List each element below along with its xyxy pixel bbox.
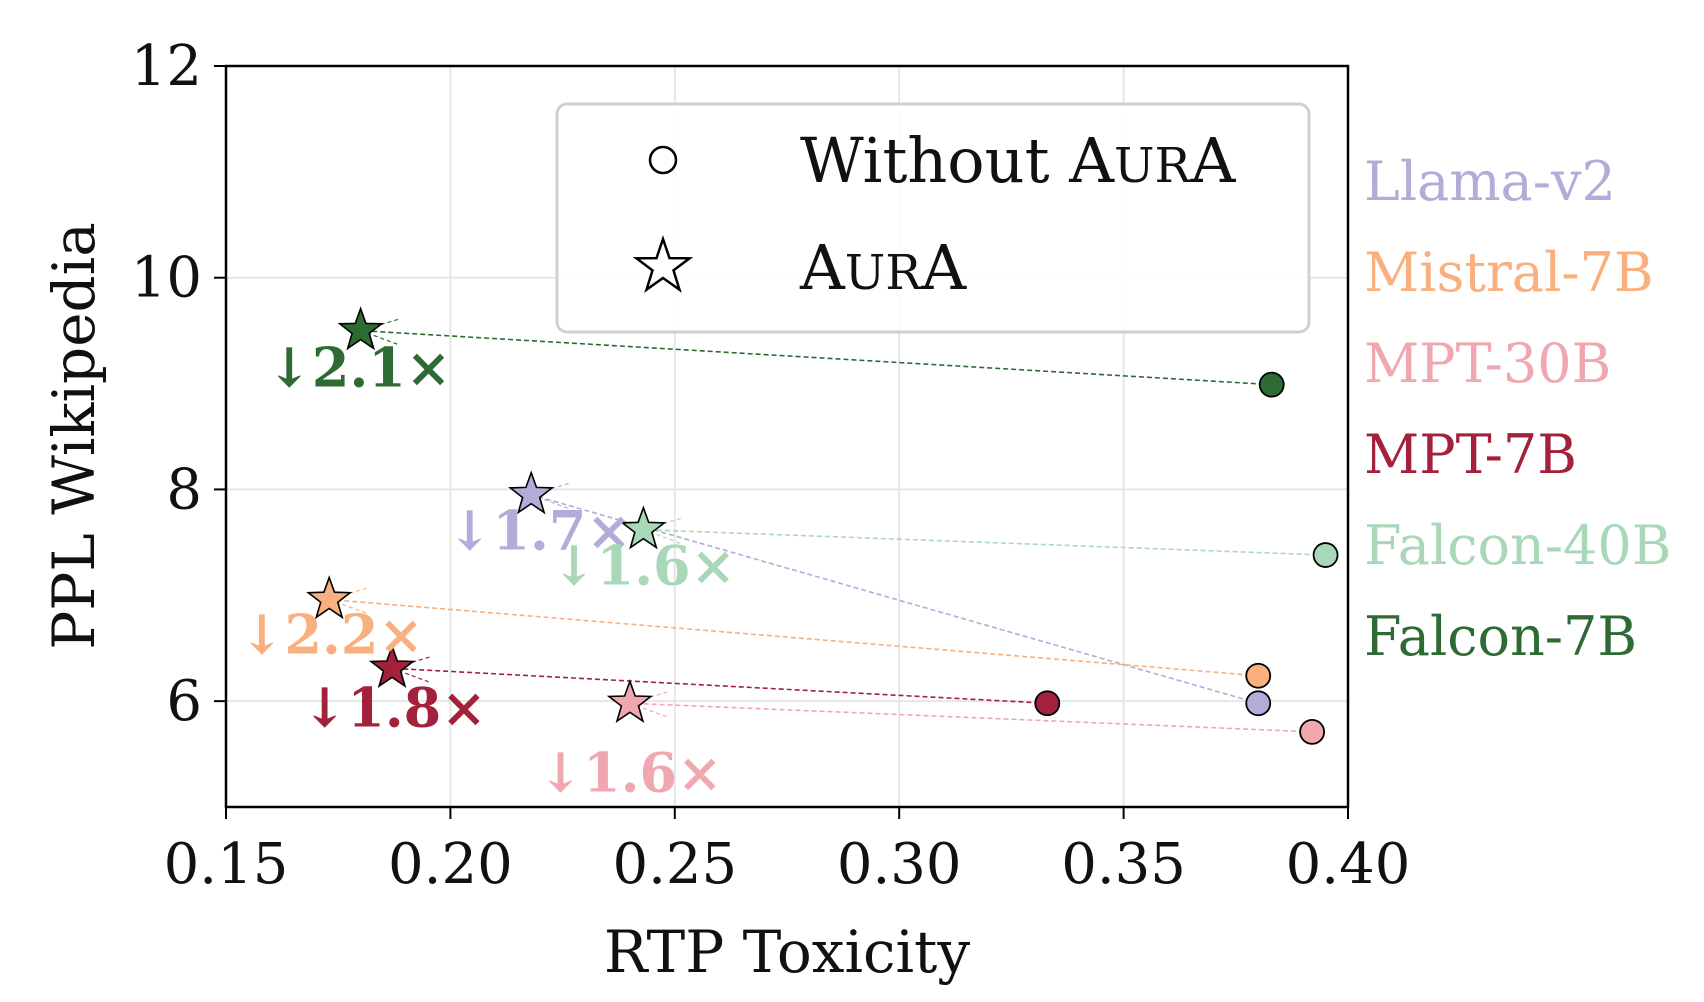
legend-label: Without AURA (800, 124, 1237, 197)
point-with-llama-v2 (508, 470, 555, 515)
y-tick-label: 6 (166, 669, 202, 734)
y-axis-label: PPL Wikipedia (40, 222, 108, 650)
legend-label-part: UR (1114, 138, 1192, 194)
legend-star-marker (632, 235, 694, 293)
legend-label-part: UR (845, 245, 923, 301)
ratio-label-mpt-30b: ↓1.6× (538, 740, 722, 804)
plot-area-frame (224, 64, 1350, 809)
x-tick-label: 0.25 (612, 832, 737, 897)
model-labels: Llama-v2 Mistral-7B MPT-30B MPT-7B Falcon-40… (1364, 150, 1671, 668)
point-with-mistral-7b (306, 575, 353, 620)
connector-llama-v2 (530, 493, 1259, 705)
x-axis-label: RTP Toxicity (604, 918, 971, 986)
y-tick-label: 12 (131, 34, 202, 99)
point-without-llama-v2 (1245, 690, 1272, 717)
legend-label-part: A (1190, 124, 1237, 197)
point-with-falcon-40b (620, 505, 667, 550)
ratio-label-mistral-7b: ↓2.2× (239, 603, 423, 667)
legend-label-part: A (920, 231, 967, 304)
legend-label-part: A (1068, 124, 1115, 197)
model-label-mpt-7b: MPT-7B (1364, 423, 1577, 486)
model-label-mpt-30b: MPT-30B (1364, 332, 1611, 395)
x-tick-label: 0.20 (388, 832, 513, 897)
point-without-mpt-30b (1299, 718, 1325, 745)
ratio-label-falcon-7b: ↓2.1× (267, 336, 451, 400)
ratio-labels: ↓1.7× ↓2.2× ↓1.6× ↓1.8× ↓1.6× ↓2.1× (239, 336, 736, 805)
point-without-mpt-7b (1034, 690, 1061, 717)
point-without-falcon-7b (1258, 371, 1285, 398)
y-tick-label: 10 (131, 246, 202, 311)
x-tick-label: 0.15 (164, 832, 289, 897)
ratio-label-llama-v2: ↓1.7× (447, 499, 631, 563)
connector-falcon-7b (360, 329, 1272, 386)
connector-lines (329, 318, 1326, 733)
x-tick-label: 0.30 (837, 832, 962, 897)
model-label-mistral-7b: Mistral-7B (1364, 241, 1654, 304)
point-with-mpt-30b (606, 678, 654, 724)
point-without-mistral-7b (1245, 662, 1272, 689)
legend-circle-marker (648, 145, 678, 175)
legend-label-part: Without (800, 124, 1069, 197)
x-tick-label: 0.40 (1286, 832, 1411, 897)
legend-label-part: A (799, 231, 846, 304)
model-label-falcon-7b: Falcon-7B (1364, 605, 1637, 668)
legend-box (555, 102, 1311, 334)
point-without-falcon-40b (1312, 542, 1339, 568)
legend-label: AURA (799, 231, 967, 304)
ratio-label-falcon-40b: ↓1.6× (551, 534, 735, 598)
model-label-llama-v2: Llama-v2 (1364, 150, 1616, 213)
point-with-mpt-7b (368, 643, 416, 689)
connector-mistral-7b (329, 598, 1259, 677)
model-label-falcon-40b: Falcon-40B (1364, 514, 1671, 577)
data-points (306, 306, 1339, 745)
axis-ticks: 0.15 0.20 0.25 0.30 0.35 0.40 6 8 10 12 (131, 34, 1411, 897)
connector-mpt-30b (629, 702, 1313, 733)
x-tick-label: 0.35 (1061, 832, 1186, 897)
connector-falcon-40b (643, 528, 1326, 556)
y-tick-label: 8 (166, 457, 202, 522)
connector-mpt-7b (392, 667, 1048, 705)
point-with-falcon-7b (337, 306, 384, 351)
ratio-label-mpt-7b: ↓1.8× (302, 675, 486, 739)
